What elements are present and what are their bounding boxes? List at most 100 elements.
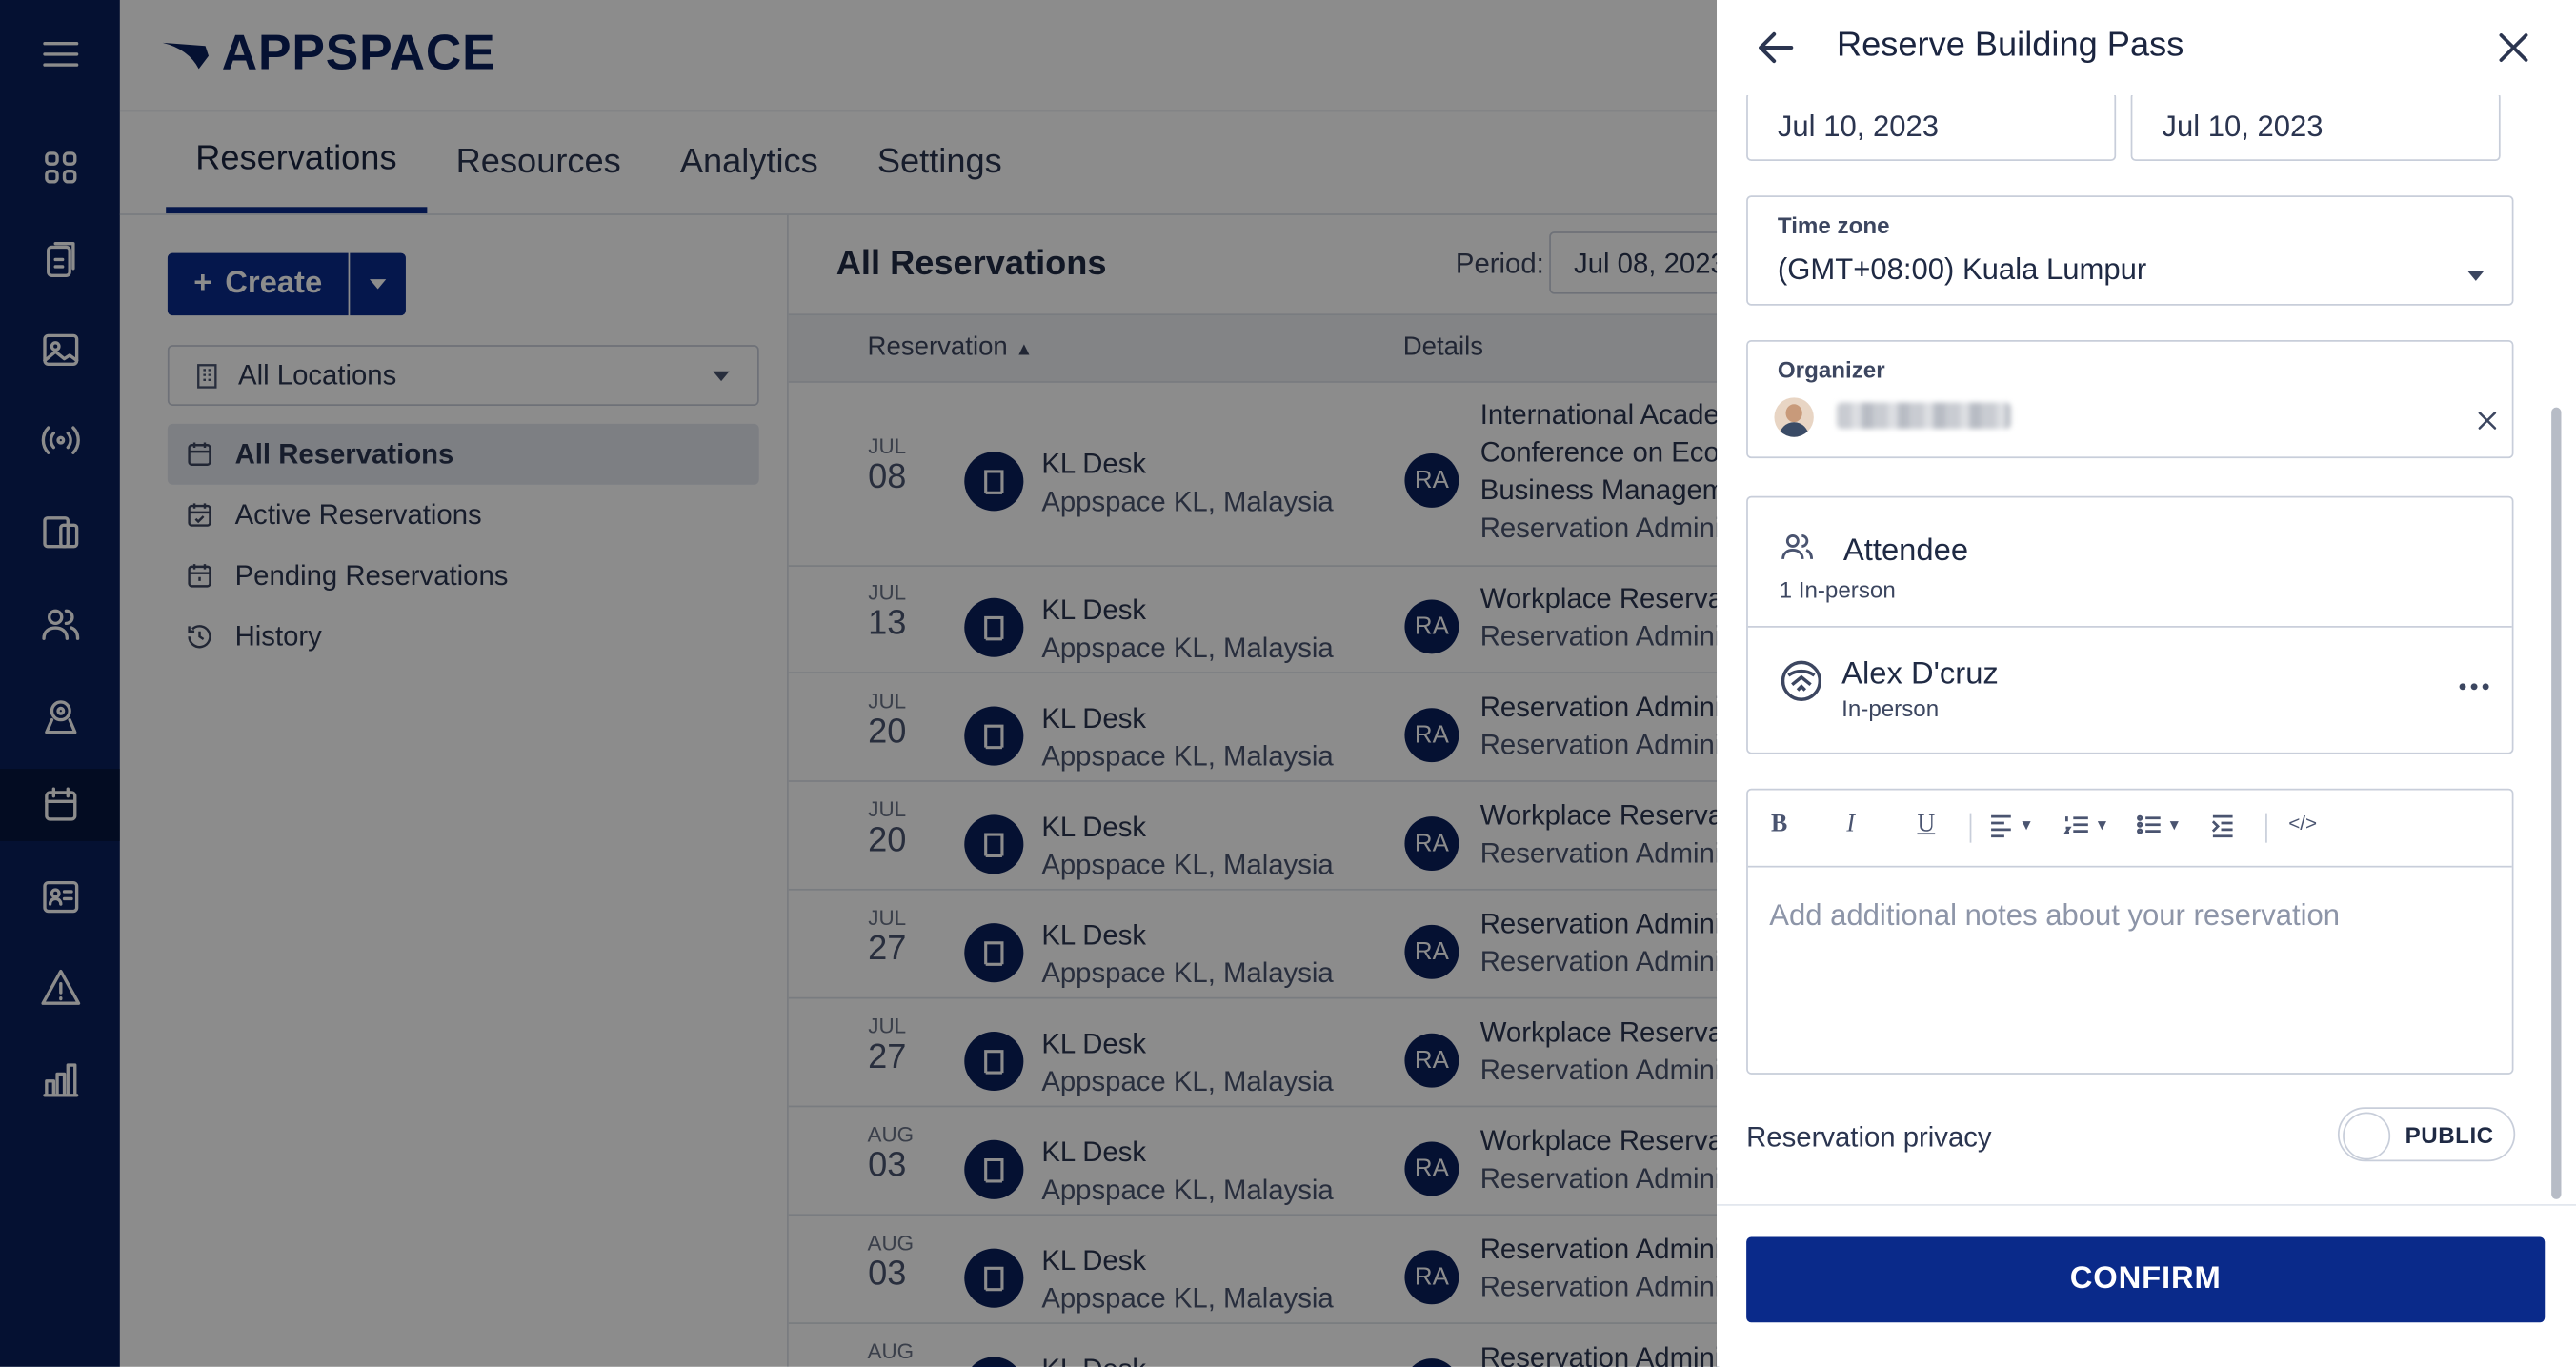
- table-row[interactable]: JUL 08 KL Desk Appspace KL, Malaysia RA Inter…: [788, 383, 1741, 567]
- table-header: Reservation ▲ Details: [788, 313, 1718, 383]
- row-day: 13: [868, 604, 907, 643]
- tab-settings[interactable]: Settings: [876, 143, 1002, 181]
- tab-resources[interactable]: Resources: [455, 143, 621, 181]
- italic-icon[interactable]: I: [1846, 811, 1855, 838]
- id-card-icon[interactable]: [0, 861, 120, 934]
- create-dropdown-button[interactable]: [350, 252, 406, 316]
- tab-analytics[interactable]: Analytics: [679, 143, 818, 181]
- left-panel: + Create All Locations All Reservations: [120, 214, 789, 1367]
- dashboard-icon[interactable]: [0, 131, 120, 204]
- table-row[interactable]: JUL 27 KL Desk Appspace KL, Malaysia RA Reser…: [788, 891, 1735, 999]
- nav-pending-reservations[interactable]: Pending Reservations: [168, 546, 759, 607]
- back-arrow-icon[interactable]: [1753, 25, 1799, 70]
- row-detail: Workplace Reserva: [1479, 1125, 1724, 1157]
- users-icon[interactable]: [0, 588, 120, 660]
- content-icon[interactable]: [0, 224, 120, 296]
- start-date-field[interactable]: Jul 10, 2023: [1746, 91, 2117, 162]
- analytics-icon[interactable]: [0, 1043, 120, 1116]
- row-month: JUL: [868, 796, 907, 822]
- row-avatar: RA: [1404, 452, 1459, 508]
- table-row[interactable]: JUL 20 KL Desk Appspace KL, Malaysia RA Reser…: [788, 673, 1735, 782]
- nav-active-reservations[interactable]: Active Reservations: [168, 485, 759, 546]
- drawer-scrollbar[interactable]: [2551, 407, 2562, 1199]
- image-icon[interactable]: [0, 313, 120, 386]
- timezone-select[interactable]: Time zone (GMT+08:00) Kuala Lumpur: [1746, 195, 2514, 306]
- underline-icon[interactable]: U: [1917, 811, 1936, 838]
- row-resource-location: Appspace KL, Malaysia: [1041, 849, 1334, 881]
- row-day: 27: [868, 1037, 907, 1076]
- divider: [1747, 626, 2512, 628]
- nav-label: History: [234, 619, 322, 652]
- organizer-field[interactable]: Organizer: [1746, 339, 2514, 459]
- ordered-list-icon[interactable]: ▼: [2063, 812, 2109, 838]
- period-label: Period:: [1455, 248, 1544, 280]
- desk-icon: [964, 814, 1024, 874]
- broadcast-icon[interactable]: [0, 404, 120, 476]
- tab-reservations[interactable]: Reservations: [166, 111, 427, 214]
- close-icon[interactable]: [2492, 27, 2535, 70]
- attendee-card: Attendee 1 In-person Alex D'cruz In-pers…: [1746, 495, 2514, 754]
- end-date-value: Jul 10, 2023: [2162, 109, 2324, 143]
- calendar-pending-icon: [188, 564, 211, 588]
- row-avatar: RA: [1404, 816, 1459, 871]
- table-row[interactable]: JUL 27 KL Desk Appspace KL, Malaysia RA Workp…: [788, 998, 1735, 1108]
- row-day: 03: [868, 1146, 907, 1185]
- period-input[interactable]: Jul 08, 2023: [1549, 231, 1780, 294]
- row-resource-location: Appspace KL, Malaysia: [1041, 632, 1334, 664]
- table-row[interactable]: JUL 20 KL Desk Appspace KL, Malaysia RA Workp…: [788, 782, 1735, 891]
- row-resource-location: Appspace KL, Malaysia: [1041, 1175, 1334, 1206]
- confirm-button[interactable]: CONFIRM: [1746, 1236, 2546, 1323]
- appspace-logo[interactable]: APPSPACE: [159, 27, 495, 83]
- clear-icon[interactable]: [2474, 408, 2501, 434]
- logo-text: APPSPACE: [221, 26, 496, 81]
- privacy-label: Reservation privacy: [1746, 1121, 1992, 1154]
- notes-placeholder[interactable]: Add additional notes about your reservat…: [1769, 898, 2341, 932]
- app-rail: [0, 0, 120, 1367]
- calendar-icon[interactable]: [0, 769, 120, 841]
- row-detail: Reservation Admini: [1479, 908, 1721, 940]
- indent-icon[interactable]: [2209, 812, 2236, 838]
- table-row[interactable]: AUG 03 KL Desk Appspace KL, Malaysia RA Reser…: [788, 1216, 1735, 1324]
- row-month: JUL: [868, 688, 907, 714]
- attendee-type: In-person: [1841, 694, 1940, 722]
- row-month: JUL: [868, 905, 907, 931]
- table-row[interactable]: JUL 13 KL Desk Appspace KL, Malaysia RA Workp…: [788, 565, 1735, 674]
- row-resource-name: KL Desk: [1041, 1354, 1146, 1367]
- calendar-check-icon: [188, 503, 211, 527]
- row-detail: Reservation Adminis: [1479, 513, 1736, 544]
- table-row[interactable]: AUG KL Desk Reservation Admini: [789, 1324, 1721, 1367]
- devices-icon[interactable]: [0, 496, 120, 569]
- nav-label: Active Reservations: [234, 498, 482, 531]
- list-title: All Reservations: [835, 244, 1107, 283]
- nav-all-reservations[interactable]: All Reservations: [167, 423, 759, 485]
- privacy-toggle[interactable]: PUBLIC: [2337, 1107, 2516, 1162]
- bold-icon[interactable]: B: [1771, 811, 1788, 838]
- code-icon[interactable]: </>: [2288, 811, 2318, 835]
- row-detail: Conference on Econ: [1479, 436, 1736, 469]
- table-row[interactable]: AUG 03 KL Desk Appspace KL, Malaysia RA Workp…: [788, 1107, 1735, 1216]
- align-icon[interactable]: ▼: [1988, 812, 2034, 838]
- bullet-list-icon[interactable]: ▼: [2136, 812, 2182, 838]
- organizer-name-redacted: [1836, 402, 2011, 430]
- column-reservation[interactable]: Reservation ▲: [867, 333, 1034, 362]
- desk-icon: [964, 452, 1024, 512]
- plus-icon: +: [193, 266, 212, 301]
- alert-icon[interactable]: [0, 951, 120, 1023]
- create-button[interactable]: + Create: [167, 252, 349, 316]
- nav-history[interactable]: History: [168, 606, 759, 667]
- modal-backdrop[interactable]: [0, 0, 1718, 1367]
- more-options-icon[interactable]: [2458, 682, 2490, 692]
- menu-icon[interactable]: [0, 18, 120, 90]
- timezone-value: (GMT+08:00) Kuala Lumpur: [1777, 252, 2147, 287]
- row-day: 08: [868, 458, 907, 496]
- divider: [2265, 813, 2267, 843]
- location-select[interactable]: All Locations: [167, 345, 759, 406]
- row-resource-name: KL Desk: [1041, 448, 1147, 480]
- end-date-field[interactable]: Jul 10, 2023: [2130, 91, 2501, 162]
- row-resource-location: Appspace KL, Malaysia: [1041, 486, 1334, 518]
- row-resource-location: Appspace KL, Malaysia: [1041, 740, 1334, 773]
- desk-icon: [964, 597, 1024, 657]
- column-details: Details: [1402, 333, 1484, 362]
- privacy-value: PUBLIC: [2405, 1121, 2494, 1149]
- location-pin-icon[interactable]: [0, 680, 120, 753]
